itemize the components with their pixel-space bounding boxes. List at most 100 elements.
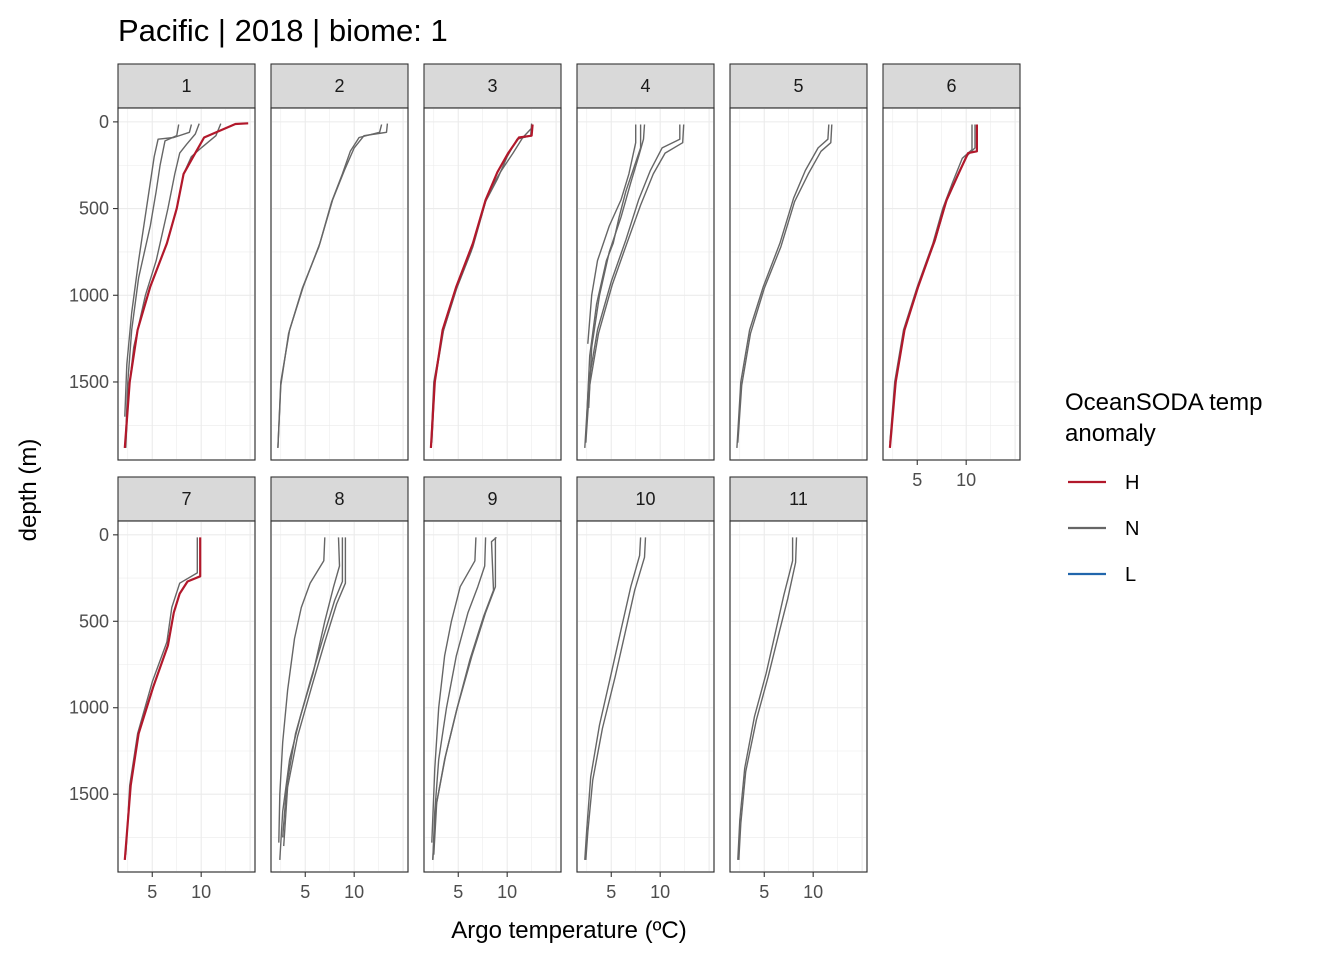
profile-line-N xyxy=(283,537,347,847)
legend-entry-N: N xyxy=(1068,518,1139,540)
panel-background xyxy=(576,520,715,873)
panel-border xyxy=(270,520,409,873)
facet-panel-11: 11 5 10 xyxy=(729,476,868,902)
legend-label: L xyxy=(1125,564,1136,586)
facet-strip-label: 4 xyxy=(640,76,650,96)
profile-line-N xyxy=(736,124,830,448)
profile-line-N xyxy=(737,124,833,443)
legend-label: H xyxy=(1125,472,1139,494)
x-tick-label: 5 xyxy=(453,882,463,902)
profile-line-N xyxy=(588,124,646,409)
profile-line-N xyxy=(738,537,798,860)
profile-line-N xyxy=(432,536,497,860)
chart-title: Pacific | 2018 | biome: 1 xyxy=(118,13,448,48)
facet-strip-label: 3 xyxy=(487,76,497,96)
profile-line-H xyxy=(888,124,979,448)
x-tick-label: 10 xyxy=(956,470,976,490)
facet-strip-label: 6 xyxy=(946,76,956,96)
profile-line-N xyxy=(432,537,487,860)
facet-panel-2: 2 xyxy=(270,63,409,461)
y-tick-label: 1500 xyxy=(69,784,109,804)
panel-background xyxy=(576,107,715,461)
profile-line-N xyxy=(282,537,344,838)
panel-background xyxy=(882,107,1021,461)
y-axis-title: depth (m) xyxy=(15,439,42,542)
facet-strip-label: 1 xyxy=(181,76,191,96)
x-tick-label: 5 xyxy=(606,882,616,902)
profile-line-N xyxy=(737,537,794,860)
facet-strip-label: 5 xyxy=(793,76,803,96)
x-axis-title: Argo temperature (ºC) xyxy=(451,917,687,944)
y-tick-label: 1000 xyxy=(69,698,109,718)
x-tick-label: 5 xyxy=(300,882,310,902)
y-tick-label: 500 xyxy=(79,199,109,219)
panel-border xyxy=(882,107,1021,461)
y-tick-label: 1000 xyxy=(69,285,109,305)
legend-entry-L: L xyxy=(1068,564,1136,586)
facet-strip-label: 10 xyxy=(635,489,655,509)
profile-line-N xyxy=(125,124,180,435)
panel-border xyxy=(117,520,256,873)
facet-panel-10: 10 5 10 xyxy=(576,476,715,902)
panel-border xyxy=(270,107,409,461)
panel-border xyxy=(423,520,562,873)
facet-panel-4: 4 xyxy=(576,63,715,461)
facet-strip xyxy=(270,476,409,522)
panel-background xyxy=(117,107,256,461)
legend-entries: H N L xyxy=(1068,472,1139,586)
legend-entry-H: H xyxy=(1068,472,1139,494)
facet-panel-1: 1 0 500 1000 1500 xyxy=(69,63,256,461)
panel-background xyxy=(270,520,409,873)
legend-title-line2: anomaly xyxy=(1065,420,1156,447)
profile-line-N xyxy=(587,124,637,344)
panel-border xyxy=(423,107,562,461)
legend-title-line1: OceanSODA temp xyxy=(1065,389,1262,416)
profile-line-N xyxy=(584,537,642,860)
facet-panel-3: 3 xyxy=(423,63,562,461)
legend-label: N xyxy=(1125,518,1139,540)
profile-line-N xyxy=(278,537,326,843)
panel-border xyxy=(729,107,868,461)
x-tick-label: 10 xyxy=(650,882,670,902)
profile-line-H xyxy=(429,124,534,448)
panel-background xyxy=(117,520,256,873)
panel-background xyxy=(729,107,868,461)
panel-background xyxy=(270,107,409,461)
facet-strip xyxy=(423,476,562,522)
facet-strip-label: 7 xyxy=(181,489,191,509)
x-tick-label: 10 xyxy=(497,882,517,902)
x-tick-label: 5 xyxy=(759,882,769,902)
panel-background xyxy=(729,520,868,873)
profile-line-N xyxy=(277,124,383,448)
profile-line-N xyxy=(584,124,681,448)
facet-panel-9: 9 5 10 xyxy=(423,476,562,902)
panel-border xyxy=(576,107,715,461)
facet-panel-5: 5 xyxy=(729,63,868,461)
x-tick-label: 10 xyxy=(191,882,211,902)
panel-border xyxy=(117,107,256,461)
facet-strip xyxy=(576,476,715,522)
x-tick-label: 10 xyxy=(803,882,823,902)
y-tick-label: 500 xyxy=(79,611,109,631)
y-tick-label: 0 xyxy=(99,525,109,545)
panel-background xyxy=(423,107,562,461)
facet-strip-label: 2 xyxy=(334,76,344,96)
profile-line-N xyxy=(586,124,642,417)
facet-strip xyxy=(729,63,868,109)
profile-line-N xyxy=(431,537,477,843)
profile-line-N xyxy=(585,124,685,443)
x-tick-label: 5 xyxy=(912,470,922,490)
facet-strip-label: 9 xyxy=(487,489,497,509)
x-tick-label: 5 xyxy=(147,882,157,902)
y-tick-label: 0 xyxy=(99,112,109,132)
facet-strip-label: 11 xyxy=(789,489,808,509)
x-tick-label: 10 xyxy=(344,882,364,902)
profile-line-N xyxy=(124,124,193,417)
facet-panel-8: 8 5 10 xyxy=(270,476,409,902)
facet-panel-6: 6 5 10 xyxy=(882,63,1021,490)
facet-strip xyxy=(882,63,1021,109)
panel-border xyxy=(729,520,868,873)
facet-strip-label: 8 xyxy=(334,489,344,509)
